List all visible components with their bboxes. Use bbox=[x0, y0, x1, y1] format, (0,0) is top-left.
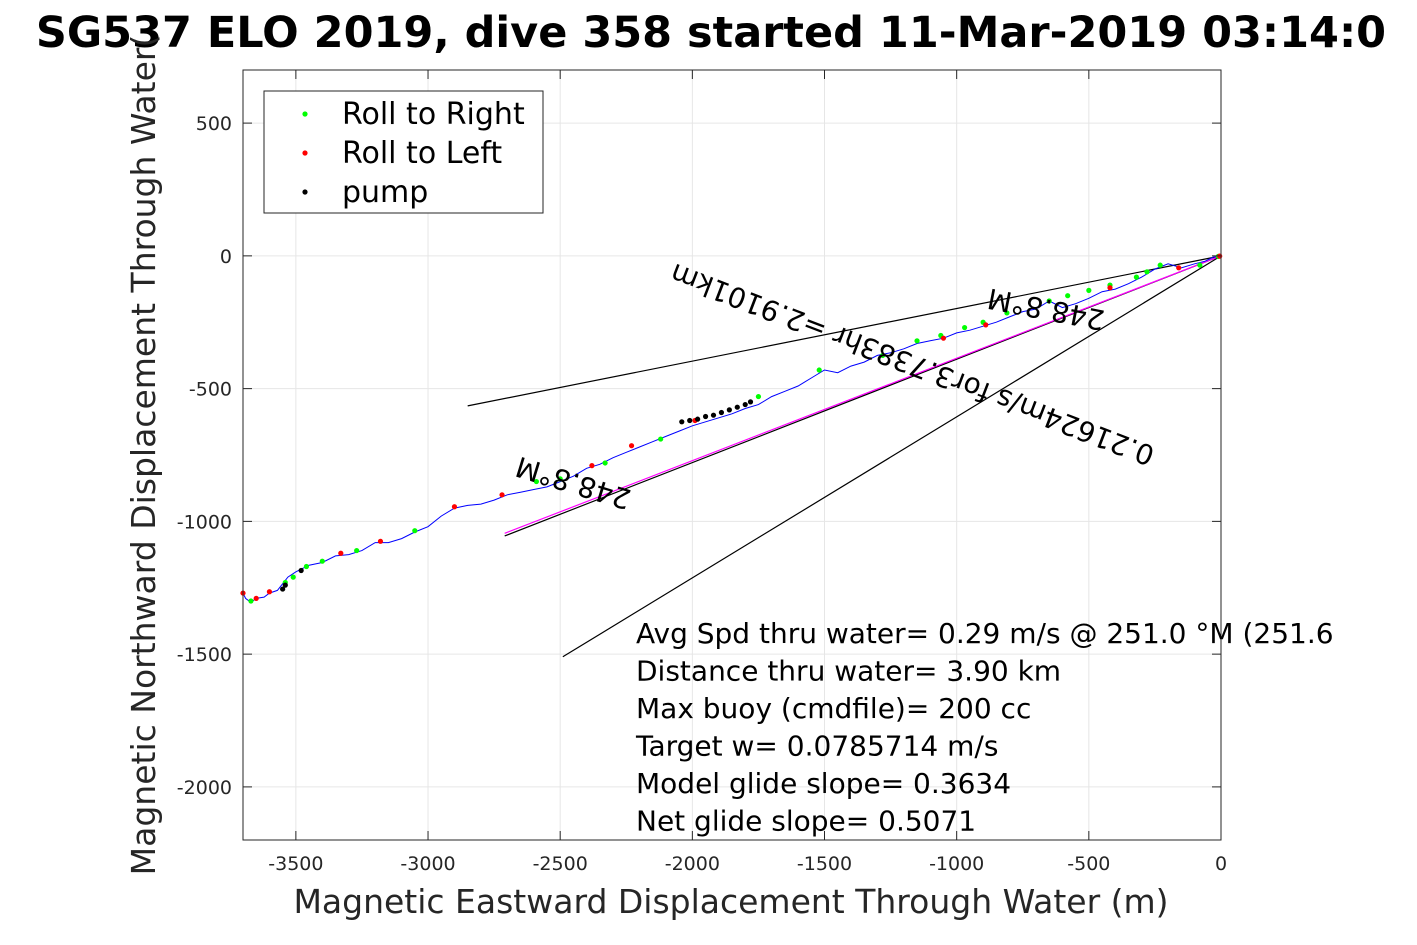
track-line bbox=[242, 255, 1222, 604]
roll-left-point bbox=[266, 589, 273, 595]
roll-right-point bbox=[1144, 269, 1150, 275]
stat-line: Model glide slope= 0.3634 bbox=[636, 767, 1011, 800]
roll-right-point bbox=[248, 598, 254, 604]
x-tick-label: -2500 bbox=[533, 853, 588, 875]
legend: Roll to Right Roll to Left pump bbox=[263, 90, 544, 214]
roll-right-point bbox=[1157, 262, 1163, 268]
plot-frame bbox=[242, 69, 1222, 841]
pump-point bbox=[695, 416, 701, 422]
reference-line bbox=[562, 255, 1222, 658]
roll-right-point bbox=[755, 393, 762, 400]
chart-title: SG537 ELO 2019, dive 358 started 11-Mar-… bbox=[36, 8, 1386, 58]
stats-block: Avg Spd thru water= 0.29 m/s @ 251.0 °M … bbox=[635, 617, 1334, 838]
roll-left-point bbox=[628, 443, 635, 449]
legend-marker bbox=[302, 189, 308, 195]
roll-left-point bbox=[940, 335, 947, 341]
legend-marker bbox=[302, 150, 308, 156]
roll-right-point bbox=[412, 528, 418, 534]
reference-lines bbox=[467, 255, 1222, 658]
y-tick-label: -1000 bbox=[177, 511, 232, 533]
pump-point bbox=[734, 404, 740, 410]
roll-right-point bbox=[880, 352, 886, 359]
y-tick-label: -500 bbox=[189, 379, 232, 401]
x-tick-label: -1000 bbox=[929, 853, 984, 875]
stat-line: Target w= 0.0785714 m/s bbox=[635, 730, 998, 763]
roll-right-point bbox=[354, 547, 360, 554]
roll-right-point bbox=[914, 338, 920, 344]
y-tick-label: -1500 bbox=[177, 644, 232, 666]
pump-point bbox=[280, 586, 286, 592]
roll-right-point bbox=[1046, 298, 1052, 304]
legend-box bbox=[263, 90, 544, 214]
y-tick-label: -2000 bbox=[177, 777, 232, 799]
roll-right-point bbox=[1133, 274, 1140, 280]
legend-marker bbox=[302, 111, 308, 117]
markers bbox=[240, 253, 1223, 604]
reference-line bbox=[467, 255, 1222, 407]
pump-point bbox=[298, 567, 304, 574]
roll-right-point bbox=[1197, 262, 1203, 268]
stat-line: Avg Spd thru water= 0.29 m/s @ 251.0 °M … bbox=[636, 617, 1334, 650]
roll-right-point bbox=[1065, 293, 1071, 299]
pump-point bbox=[718, 409, 725, 416]
y-tick-label: 0 bbox=[220, 246, 232, 268]
roll-left-point bbox=[253, 595, 259, 601]
roll-right-point bbox=[319, 558, 325, 564]
pump-point bbox=[702, 413, 709, 420]
pump-point bbox=[679, 419, 685, 425]
pump-point bbox=[742, 401, 748, 408]
track bbox=[242, 255, 1222, 604]
roll-right-point bbox=[557, 476, 563, 482]
roll-left-point bbox=[377, 538, 384, 544]
pump-point bbox=[687, 417, 693, 424]
x-tick-label: -1500 bbox=[797, 853, 852, 875]
roll-left-point bbox=[338, 550, 344, 556]
roll-left-point bbox=[589, 463, 595, 469]
pump-point bbox=[282, 582, 288, 588]
roll-left-point bbox=[1176, 265, 1182, 271]
x-tick-label: -3000 bbox=[400, 853, 455, 875]
roll-left-point bbox=[499, 492, 505, 498]
stat-line: Distance thru water= 3.90 km bbox=[636, 655, 1061, 688]
pump-point bbox=[726, 407, 732, 413]
y-tick-label: 500 bbox=[196, 113, 232, 135]
y-axis-label: Magnetic Northward Displacement Through … bbox=[124, 35, 163, 876]
x-tick-label: -2000 bbox=[665, 853, 720, 875]
roll-right-point bbox=[1004, 310, 1010, 316]
roll-left-point bbox=[451, 504, 458, 510]
reference-line bbox=[504, 255, 1222, 534]
x-tick-label: -3500 bbox=[268, 853, 323, 875]
x-axis-label: Magnetic Eastward Displacement Through W… bbox=[293, 882, 1168, 921]
roll-left-point bbox=[983, 322, 989, 328]
roll-right-point bbox=[303, 563, 310, 570]
legend-label: Roll to Right bbox=[342, 97, 525, 132]
ticks: -3500 -3000 -2500 -2000 -1500 -1000 -500 0 500 0 -… bbox=[177, 70, 1227, 875]
roll-right-point bbox=[533, 478, 540, 485]
roll-left-point bbox=[1107, 285, 1113, 291]
roll-right-point bbox=[962, 324, 968, 331]
legend-label: pump bbox=[342, 175, 428, 210]
roll-right-point bbox=[290, 574, 296, 580]
legend-label: Roll to Left bbox=[342, 136, 502, 171]
roll-right-point bbox=[602, 460, 608, 466]
pump-point bbox=[747, 399, 754, 405]
roll-right-point bbox=[816, 367, 822, 373]
x-tick-label: 0 bbox=[1215, 853, 1227, 875]
stat-line: Max buoy (cmdfile)= 200 cc bbox=[636, 692, 1031, 725]
roll-right-point bbox=[1086, 287, 1092, 293]
roll-right-point bbox=[658, 436, 664, 442]
pump-point bbox=[710, 412, 717, 418]
x-tick-label: -500 bbox=[1067, 853, 1110, 875]
stat-line: Net glide slope= 0.5071 bbox=[636, 805, 976, 838]
